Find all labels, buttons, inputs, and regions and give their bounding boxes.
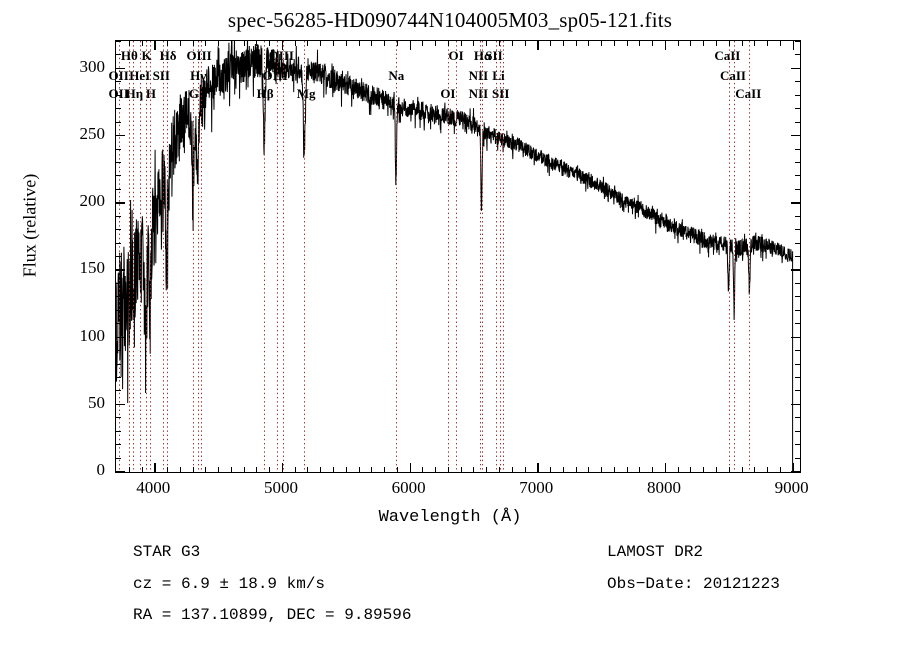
x-axis-title: Wavelength (Å) (378, 508, 522, 527)
line-marker-label: OII (108, 68, 129, 83)
x-tick-label: 5000 (263, 478, 298, 497)
y-tick-label: 300 (79, 56, 106, 76)
line-marker-label: SII (485, 48, 503, 63)
y-tick-label: 0 (96, 460, 106, 479)
line-marker-rule (502, 41, 504, 472)
line-marker-label: G (188, 86, 200, 101)
line-marker-rule (456, 41, 458, 472)
cz-label: cz = 6.9 ± 18.9 km/s (133, 575, 326, 593)
line-marker-label: CaII (714, 48, 741, 63)
line-marker-label: SII (152, 68, 170, 83)
y-axis-title: Flux (relative) (19, 173, 40, 278)
line-marker-rule (734, 41, 736, 472)
line-marker-rule (167, 41, 169, 472)
star-type-label: STAR G3 (133, 543, 201, 561)
line-marker-rule (276, 41, 278, 472)
line-marker-rule (728, 41, 730, 472)
survey-label: LAMOST DR2 (607, 543, 704, 561)
line-marker-label: OIII (262, 68, 288, 83)
x-tick-label: 7000 (519, 478, 554, 497)
x-tick-label: 8000 (646, 478, 681, 497)
line-marker-rule (200, 41, 202, 472)
line-marker-label: H (145, 86, 157, 101)
spectrum-plot (115, 40, 801, 473)
line-marker-label: Mg (296, 86, 316, 101)
line-marker-rule (496, 41, 498, 472)
plot-canvas (116, 41, 800, 472)
line-marker-label: OIII (268, 48, 294, 63)
line-marker-label: NII (468, 68, 489, 83)
line-marker-label: CaII (735, 86, 762, 101)
line-marker-label: OI (448, 48, 464, 63)
line-marker-label: K (141, 48, 152, 63)
line-marker-rule (197, 41, 199, 472)
y-tick-label: 100 (79, 325, 106, 345)
coordinates-label: RA = 137.10899, DEC = 9.89596 (133, 606, 412, 624)
line-marker-rule (479, 41, 481, 472)
line-marker-rule (282, 41, 284, 472)
line-marker-rule (499, 41, 501, 472)
y-tick-label: 50 (88, 392, 105, 412)
line-marker-label: Hα (473, 48, 492, 63)
line-marker-label: Hη (125, 86, 144, 101)
line-marker-label: Hβ (256, 86, 274, 101)
y-tick-label: 200 (79, 191, 106, 211)
page-title: spec-56285-HD090744N104005M03_sp05-121.f… (227, 8, 673, 32)
y-tick-label: 150 (79, 258, 106, 278)
x-tick-label: 6000 (391, 478, 426, 497)
line-marker-label: OIII (186, 48, 212, 63)
line-marker-label: SII (492, 86, 510, 101)
x-tick-label: 4000 (136, 478, 171, 497)
line-marker-label: Hγ (190, 68, 207, 83)
line-marker-label: OII (108, 86, 129, 101)
line-marker-rule (128, 41, 130, 472)
line-marker-rule (193, 41, 195, 472)
line-marker-rule (150, 41, 152, 472)
line-marker-rule (447, 41, 449, 472)
line-marker-rule (749, 41, 751, 472)
line-marker-label: Hθ (120, 48, 138, 63)
spectrum-trace (116, 41, 794, 471)
y-tick-label: 250 (79, 124, 106, 144)
line-marker-rule (163, 41, 165, 472)
line-marker-label: CaII (719, 68, 746, 83)
obs-date-label: Obs−Date: 20121223 (607, 575, 780, 593)
line-marker-rule (304, 41, 306, 472)
line-marker-rule (145, 41, 147, 472)
line-marker-label: Li (492, 68, 505, 83)
line-marker-rule (264, 41, 266, 472)
line-marker-label: OI (440, 86, 456, 101)
line-marker-rule (481, 41, 483, 472)
line-marker-label: HeI (129, 68, 151, 83)
line-marker-label: Na (388, 68, 405, 83)
line-marker-rule (395, 41, 397, 472)
line-marker-label: Hδ (159, 48, 177, 63)
line-marker-rule (133, 41, 135, 472)
line-marker-label: NII (468, 86, 489, 101)
line-marker-rule (140, 41, 142, 472)
x-tick-label: 9000 (774, 478, 809, 497)
